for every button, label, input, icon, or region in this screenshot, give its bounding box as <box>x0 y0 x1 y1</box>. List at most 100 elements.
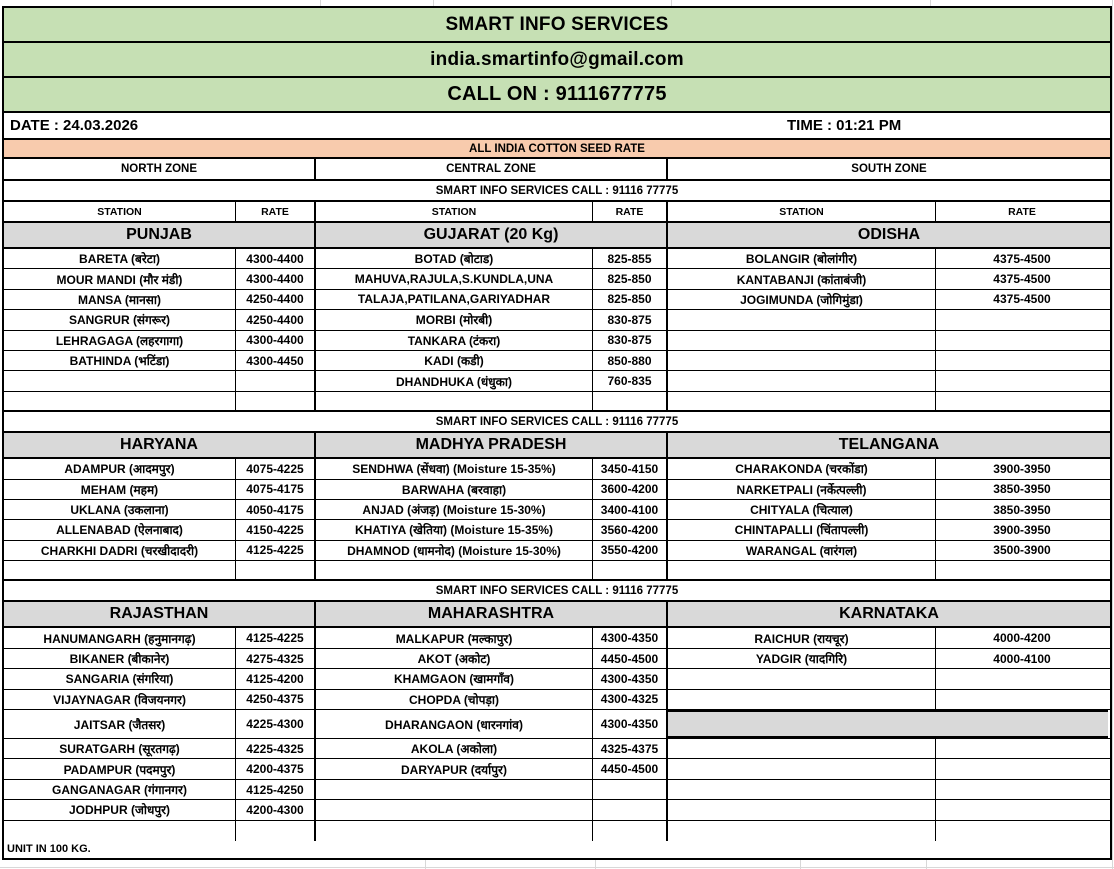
station-cell: MALKAPUR (मल्कापुर) <box>316 628 593 648</box>
company-phone-row: CALL ON : 9111677775 <box>4 78 1110 113</box>
company-email-row: india.smartinfo@gmail.com <box>4 43 1110 78</box>
rate-cell: 4200-4375 <box>236 759 316 779</box>
station-cell: RAICHUR (रायचूर) <box>668 628 936 648</box>
service-banner-text: SMART INFO SERVICES CALL : 91116 77775 <box>435 184 679 197</box>
station-cell: NARKETPALI (नर्केत्पल्ली) <box>668 479 936 499</box>
rate-cell <box>593 820 668 841</box>
station-cell: DHAMNOD (धामनोद) (Moisture 15-30%) <box>316 540 593 561</box>
service-banner-text: SMART INFO SERVICES CALL : 91116 77775 <box>435 415 679 428</box>
station-cell: KHATIYA (खेतिया) (Moisture 15-35%) <box>316 520 593 540</box>
station-cell: CHARKHI DADRI (चरखीदादरी) <box>4 540 236 561</box>
rate-cell: 4375-4500 <box>993 272 1051 287</box>
rate-cell <box>593 779 668 800</box>
station-cell: MAHUVA,RAJULA,S.KUNDLA,UNA <box>316 269 593 289</box>
state-header: PUNJAB <box>4 223 316 247</box>
rate-cell: 3900-3950 <box>993 461 1051 476</box>
rate-cell: 4325-4375 <box>593 739 668 759</box>
rate-cell: 825-850 <box>593 269 668 289</box>
rate-cell: 4450-4500 <box>593 648 668 669</box>
table-row: SANGARIA (संगरिया) 4125-4200 KHAMGAON (खाम… <box>4 669 1110 690</box>
rate-cell: 4300-4400 <box>236 269 316 289</box>
station-cell: DHANDHUKA (धंधुका) <box>316 371 593 391</box>
station-cell <box>668 350 936 371</box>
station-cell: SANGARIA (संगरिया) <box>4 669 236 689</box>
zone-south: SOUTH ZONE <box>851 163 927 175</box>
state-header: MAHARASHTRA <box>316 602 668 627</box>
station-cell: MANSA (मानसा) <box>4 289 236 310</box>
station-column-header: STATION <box>668 202 936 221</box>
station-cell <box>668 820 936 841</box>
rate-cell <box>936 739 1108 758</box>
rate-cell <box>936 310 1108 329</box>
rate-sections: SMART INFO SERVICES CALL : 91116 77775 ST… <box>4 181 1110 841</box>
rate-column-header: RATE <box>236 202 316 221</box>
station-cell: MORBI (मोरबी) <box>316 310 593 330</box>
station-cell: KADI (कडी) <box>316 350 593 371</box>
rate-cell: 3450-4150 <box>593 459 668 479</box>
rate-cell: 4300-4400 <box>236 249 316 269</box>
station-cell: CHARAKONDA (चरकोंडा) <box>668 459 936 479</box>
station-cell: SANGRUR (संगरूर) <box>4 310 236 330</box>
station-cell: HANUMANGARH (हनुमानगढ़) <box>4 628 236 648</box>
rate-cell <box>236 561 316 580</box>
rate-column-header: RATE <box>593 202 668 221</box>
report-title-band: ALL INDIA COTTON SEED RATE <box>4 140 1110 159</box>
station-cell <box>668 330 936 350</box>
station-cell <box>668 371 936 391</box>
date-label: DATE : 24.03.2026 <box>10 117 139 134</box>
rate-cell: 830-875 <box>593 330 668 350</box>
rate-cell: 4250-4375 <box>236 689 316 710</box>
table-row <box>4 820 1110 841</box>
table-row: PADAMPUR (पदमपुर) 4200-4375 DARYAPUR (दर्य… <box>4 759 1110 780</box>
rate-cell: 4275-4325 <box>236 648 316 669</box>
table-row: UKLANA (उकलाना) 4050-4175 ANJAD (अंजड़) (M… <box>4 499 1110 521</box>
station-cell <box>668 561 936 580</box>
station-cell: BATHINDA (भटिंडा) <box>4 350 236 371</box>
station-cell: CHOPDA (चोपड़ा) <box>316 689 593 710</box>
state-header-row: RAJASTHAN MAHARASHTRA KARNATAKA <box>4 602 1110 629</box>
rate-cell: 3900-3950 <box>993 522 1051 537</box>
station-cell: CHINTAPALLI (चिंतापल्ली) <box>668 520 936 540</box>
company-title-row: SMART INFO SERVICES <box>4 8 1110 43</box>
rate-cell <box>236 391 316 411</box>
station-cell: AKOT (अकोट) <box>316 648 593 669</box>
station-cell: ALLENABAD (ऐलनाबाद) <box>4 520 236 540</box>
rate-cell: 4225-4300 <box>236 710 316 739</box>
rate-cell <box>936 669 1108 688</box>
report-title: ALL INDIA COTTON SEED RATE <box>469 142 645 155</box>
gridline <box>926 858 927 869</box>
rate-cell: 825-850 <box>593 289 668 310</box>
empty-gray-band <box>668 710 1108 739</box>
station-cell <box>316 391 593 411</box>
table-row: JODHPUR (जोधपुर) 4200-4300 <box>4 800 1110 821</box>
station-cell <box>4 371 236 391</box>
rate-cell <box>593 391 668 411</box>
rate-cell <box>936 371 1108 390</box>
station-cell: WARANGAL (वारंगल) <box>668 540 936 561</box>
table-row: CHARKHI DADRI (चरखीदादरी) 4125-4225 DHAMNO… <box>4 540 1110 562</box>
station-cell: YADGIR (यादगिरि) <box>668 648 936 669</box>
rate-cell <box>936 800 1108 819</box>
gridline <box>0 867 1114 868</box>
rate-cell: 3500-3900 <box>993 543 1051 558</box>
table-row: BATHINDA (भटिंडा) 4300-4450 KADI (कडी) 850-… <box>4 350 1110 372</box>
unit-note: UNIT IN 100 KG. <box>7 843 91 856</box>
state-header: ODISHA <box>668 223 1110 247</box>
table-row: BIKANER (बीकानेर) 4275-4325 AKOT (अकोट) 445… <box>4 648 1110 670</box>
rate-cell: 3550-4200 <box>593 540 668 561</box>
company-title: SMART INFO SERVICES <box>445 13 669 35</box>
rate-column-header: RATE <box>1008 205 1036 218</box>
rate-cell <box>936 392 1108 410</box>
company-phone: CALL ON : 9111677775 <box>447 83 667 105</box>
rate-cell <box>936 331 1108 350</box>
station-cell: BOTAD (बोटाड) <box>316 249 593 269</box>
rate-cell: 4375-4500 <box>993 251 1051 266</box>
gridline <box>425 858 426 869</box>
rate-cell: 4300-4350 <box>593 710 668 739</box>
station-cell: JODHPUR (जोधपुर) <box>4 800 236 820</box>
station-cell <box>668 669 936 689</box>
station-cell: UKLANA (उकलाना) <box>4 499 236 520</box>
station-cell: BIKANER (बीकानेर) <box>4 648 236 669</box>
rate-cell <box>593 561 668 580</box>
